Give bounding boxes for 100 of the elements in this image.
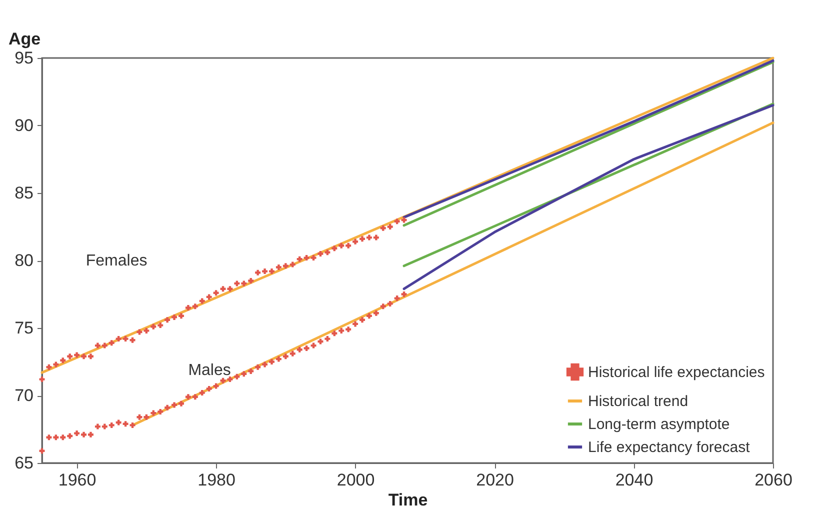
point	[255, 364, 261, 370]
point	[213, 290, 219, 296]
point	[136, 329, 142, 335]
point	[108, 340, 114, 346]
point	[276, 264, 282, 270]
point	[46, 434, 52, 440]
point	[290, 262, 296, 268]
point	[234, 374, 240, 380]
point	[150, 324, 156, 330]
point	[282, 354, 288, 360]
point	[192, 394, 198, 400]
x-tick-label: 2000	[336, 470, 375, 490]
point	[94, 424, 100, 430]
point	[199, 390, 205, 396]
point	[192, 304, 198, 310]
point	[158, 408, 164, 414]
point	[213, 383, 219, 389]
point	[255, 270, 261, 276]
point	[304, 346, 310, 351]
point	[346, 326, 352, 332]
point	[102, 424, 108, 430]
point	[373, 310, 379, 316]
point	[360, 236, 365, 242]
x-tick-label: 2020	[476, 470, 514, 490]
point	[324, 250, 330, 256]
point	[248, 368, 254, 374]
point	[150, 410, 156, 416]
point	[241, 371, 247, 377]
y-tick-label: 95	[14, 48, 34, 68]
point	[269, 268, 274, 274]
point	[387, 300, 393, 306]
point	[122, 421, 128, 427]
y-tick-label: 80	[14, 251, 34, 270]
point	[108, 422, 114, 428]
point	[178, 400, 184, 406]
y-axis-title: Age	[8, 30, 41, 48]
point	[262, 268, 268, 274]
point	[60, 434, 66, 440]
point	[276, 356, 282, 362]
point	[60, 358, 66, 364]
point	[185, 394, 191, 400]
legend-label: Long-term asymptote	[588, 416, 730, 433]
point	[227, 376, 233, 382]
point	[39, 376, 45, 382]
point	[338, 328, 344, 334]
point	[262, 362, 268, 368]
point	[234, 280, 240, 286]
point	[88, 432, 94, 438]
point	[206, 386, 212, 392]
point	[296, 256, 302, 262]
point	[144, 414, 150, 420]
point	[296, 346, 302, 352]
point	[380, 225, 386, 231]
point	[318, 251, 324, 256]
point	[352, 321, 358, 327]
point	[74, 352, 80, 358]
point	[136, 414, 142, 420]
point	[387, 224, 393, 230]
point	[144, 328, 150, 334]
point	[46, 364, 52, 370]
point	[310, 342, 316, 348]
y-tick-label: 70	[14, 386, 34, 405]
point	[290, 350, 296, 356]
point	[74, 430, 80, 436]
point	[332, 246, 338, 252]
point	[88, 354, 94, 360]
point	[122, 336, 128, 342]
annotation: Females	[86, 252, 148, 270]
x-tick-label: 1980	[198, 470, 236, 490]
legend-label: Life expectancy forecast	[588, 439, 751, 456]
point	[332, 330, 338, 336]
point	[380, 304, 386, 310]
y-tick-label: 85	[14, 184, 34, 202]
y-tick-label: 65	[14, 454, 34, 472]
point	[248, 278, 254, 284]
legend-label: Historical life expectancies	[588, 364, 765, 381]
point	[172, 402, 178, 408]
point	[269, 359, 274, 364]
point	[352, 238, 358, 244]
x-tick-label: 2040	[615, 470, 654, 490]
point	[346, 242, 352, 248]
point	[67, 354, 73, 360]
point	[206, 294, 212, 300]
point	[185, 305, 191, 310]
point	[158, 322, 164, 328]
point	[366, 234, 372, 240]
point	[164, 404, 170, 410]
point	[172, 314, 178, 320]
point	[81, 432, 87, 438]
point	[227, 286, 233, 292]
point	[394, 218, 400, 224]
point	[373, 234, 379, 240]
y-tick-label: 75	[14, 318, 34, 338]
point	[360, 317, 365, 323]
point	[178, 313, 184, 319]
point	[304, 255, 310, 261]
point	[102, 342, 108, 348]
point	[324, 336, 330, 342]
point	[401, 292, 407, 297]
point	[53, 362, 59, 368]
